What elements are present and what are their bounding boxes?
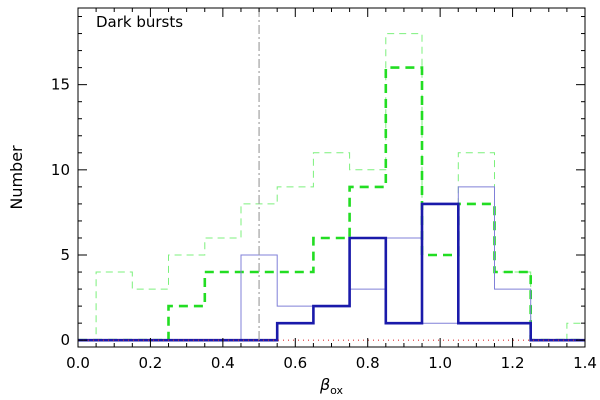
x-tick-label: 1.2 xyxy=(501,354,525,372)
x-tick-label: 0.2 xyxy=(138,354,162,372)
y-axis-label: Number xyxy=(7,145,26,210)
y-tick-label: 5 xyxy=(60,246,70,264)
series-layer xyxy=(78,33,585,342)
x-axis-label: βox xyxy=(319,375,344,397)
x-tick-label: 0.0 xyxy=(66,354,90,372)
y-tick-label: 15 xyxy=(51,76,70,94)
histogram-series-4 xyxy=(78,202,585,342)
x-tick-label: 1.4 xyxy=(573,354,597,372)
x-axis-label-main: β xyxy=(319,375,330,394)
histogram-series-1 xyxy=(78,33,585,341)
x-axis-label-sub: ox xyxy=(330,384,343,397)
x-tick-label: 1.0 xyxy=(428,354,452,372)
y-tick-label: 0 xyxy=(60,331,70,349)
x-tick-label: 0.6 xyxy=(283,354,307,372)
x-tick-label: 0.8 xyxy=(356,354,380,372)
x-tick-label: 0.4 xyxy=(211,354,235,372)
y-tick-label: 10 xyxy=(51,161,70,179)
annotation-text: Dark bursts xyxy=(96,13,183,31)
tick-layer: 0.0 0.2 0.4 0.6 0.8 1.0 1.2 1.4 0 5 10 15 xyxy=(51,8,597,372)
